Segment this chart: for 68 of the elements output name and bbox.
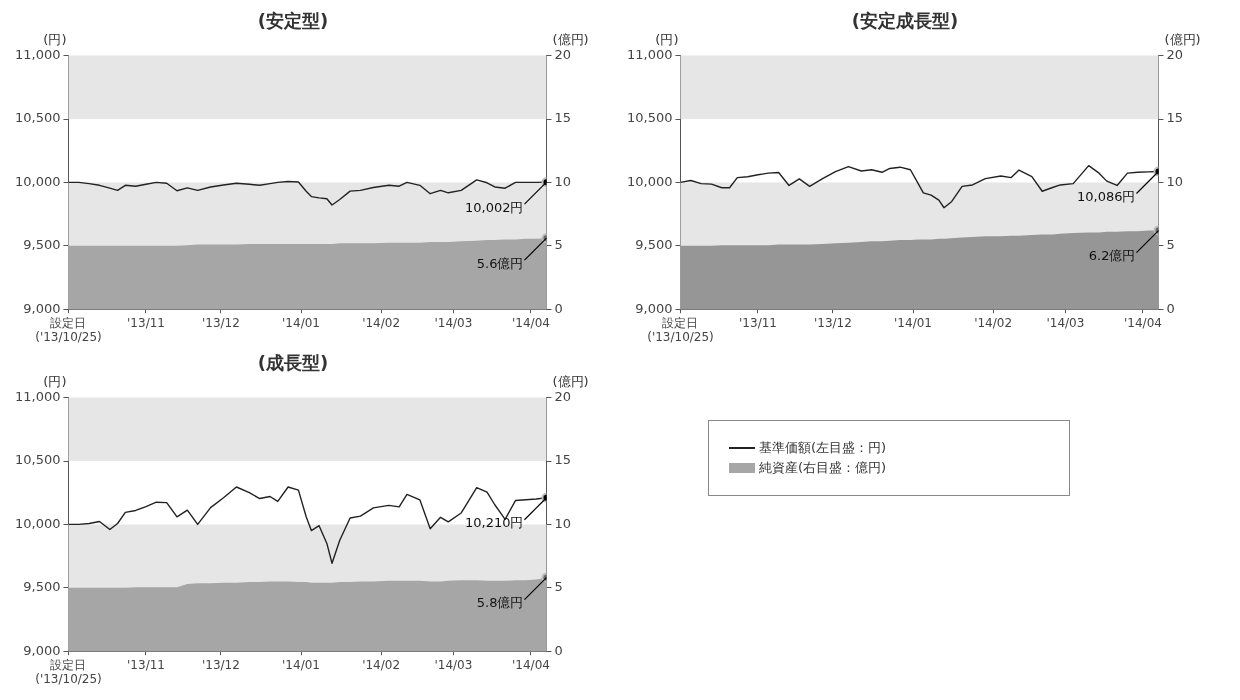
annotation: 6.2億円	[1088, 247, 1136, 263]
y-tick-label: 9,500	[635, 237, 673, 253]
y-tick-label: 9,000	[635, 300, 673, 316]
y-tick-label: 9,500	[23, 237, 61, 253]
y2-tick-label: 10	[554, 515, 571, 531]
x-tick-label: '14/03	[434, 315, 473, 330]
y-tick-label: 11,000	[626, 46, 673, 62]
annotation: 10,002円	[464, 199, 524, 215]
y2-tick-label: 5	[1166, 237, 1175, 253]
y-axis-title: (円)	[43, 373, 67, 389]
y2-tick-label: 15	[554, 110, 571, 126]
y-axis-title: (円)	[655, 31, 679, 47]
y2-tick-label: 20	[554, 46, 571, 62]
y2-tick-label: 0	[554, 642, 563, 658]
chart-title: (安定成長型)	[851, 10, 959, 32]
y2-tick-label: 5	[554, 579, 563, 595]
y-tick-label: 9,500	[23, 579, 61, 595]
x-tick-label: '14/03	[1046, 315, 1085, 330]
annotation: 5.6億円	[476, 255, 524, 271]
legend-label: 基準価額(左目盛：円)	[759, 439, 887, 457]
x-tick-label: '14/02	[362, 315, 401, 330]
chart-title: (安定型)	[257, 10, 329, 32]
y2-tick-label: 10	[554, 173, 571, 189]
chart-title: (成長型)	[257, 352, 329, 374]
y-tick-label: 10,500	[626, 110, 673, 126]
y2-axis-title: (億円)	[1164, 31, 1201, 47]
x-tick-label: '13/11	[127, 657, 165, 672]
y2-axis-title: (億円)	[552, 31, 589, 47]
y-tick-label: 10,500	[14, 452, 61, 468]
y2-tick-label: 5	[554, 237, 563, 253]
x-tick-label: '14/01	[282, 315, 320, 330]
y-tick-label: 10,000	[14, 515, 61, 531]
legend-label: 純資産(右目盛：億円)	[759, 459, 887, 477]
y2-tick-label: 15	[1166, 110, 1183, 126]
x-tick-label: '13/11	[739, 315, 777, 330]
x-tick-label: '13/12	[813, 315, 852, 330]
x-tick-label: '14/04	[1124, 315, 1162, 330]
x-tick-label: '13/11	[127, 315, 165, 330]
x-tick-label: '14/02	[362, 657, 401, 672]
y-tick-label: 11,000	[14, 46, 61, 62]
x-tick-label: 設定日 ('13/10/25)	[647, 315, 714, 344]
y-tick-label: 9,000	[23, 642, 61, 658]
y2-tick-label: 0	[1166, 300, 1175, 316]
x-tick-label: 設定日 ('13/10/25)	[35, 315, 102, 344]
x-tick-label: '14/01	[894, 315, 932, 330]
x-tick-label: '13/12	[201, 315, 240, 330]
annotation: 10,210円	[464, 515, 524, 531]
annotation: 10,086円	[1076, 188, 1136, 204]
y-tick-label: 10,000	[14, 173, 61, 189]
y-tick-label: 10,000	[626, 173, 673, 189]
y2-tick-label: 20	[554, 388, 571, 404]
y-tick-label: 11,000	[14, 388, 61, 404]
x-tick-label: '13/12	[201, 657, 240, 672]
y-tick-label: 9,000	[23, 300, 61, 316]
y2-tick-label: 20	[1166, 46, 1183, 62]
annotation: 5.8億円	[476, 595, 524, 611]
y-axis-title: (円)	[43, 31, 67, 47]
x-tick-label: 設定日 ('13/10/25)	[35, 657, 102, 686]
y-tick-label: 10,500	[14, 110, 61, 126]
y2-tick-label: 15	[554, 452, 571, 468]
x-tick-label: '14/04	[512, 315, 550, 330]
x-tick-label: '14/03	[434, 657, 473, 672]
x-tick-label: '14/01	[282, 657, 320, 672]
x-tick-label: '14/02	[974, 315, 1013, 330]
x-tick-label: '14/04	[512, 657, 550, 672]
y2-axis-title: (億円)	[552, 373, 589, 389]
y2-tick-label: 10	[1166, 173, 1183, 189]
y2-tick-label: 0	[554, 300, 563, 316]
